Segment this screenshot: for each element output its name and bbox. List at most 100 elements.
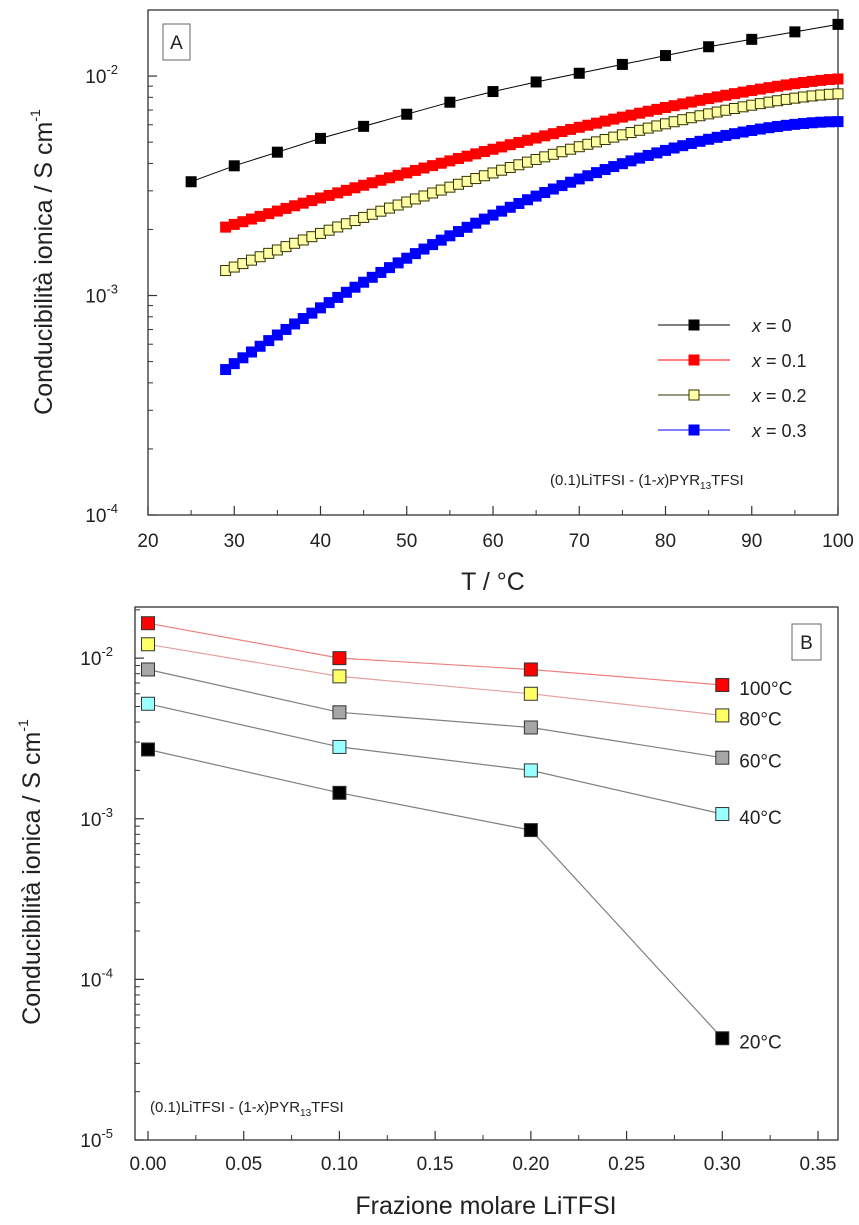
b-data-point — [141, 742, 155, 757]
a-data-point — [703, 41, 715, 53]
a-legend-var: x — [751, 421, 762, 441]
b-x-tick-label: 0.00 — [130, 1154, 167, 1175]
panel-a-series — [185, 18, 844, 376]
a-data-point — [254, 340, 266, 352]
a-data-point — [220, 364, 232, 376]
a-data-point — [660, 50, 671, 62]
b-series-line — [147, 643, 723, 716]
a-data-point — [832, 116, 844, 128]
annot-a-post: TFSI — [711, 472, 744, 489]
b-y-tick-base: 10 — [80, 1131, 101, 1152]
a-x-tick-label: 90 — [741, 531, 762, 552]
a-series-1 — [220, 73, 844, 233]
panel-a-y-ticks: 10-410-310-2 — [85, 9, 157, 527]
a-data-point — [832, 18, 844, 30]
panel-a-y-axis-title-main: Conducibilità ionica / S cm — [30, 122, 58, 415]
b-x-tick-label: 0.15 — [417, 1154, 454, 1175]
a-y-tick-base: 10 — [85, 506, 106, 527]
a-legend-label: x = 0.2 — [751, 386, 807, 406]
panel-b-letter-box — [791, 623, 822, 661]
a-legend-label: x = 0.1 — [751, 351, 807, 371]
a-y-tick-base: 10 — [85, 287, 106, 308]
b-data-point — [332, 705, 347, 720]
b-data-point — [141, 696, 155, 711]
panel-b-annotation: (0.1)LiTFSI - (1-x)PYR13TFSI — [150, 1099, 344, 1119]
annot-b-pre: (0.1)LiTFSI - (1- — [150, 1099, 257, 1116]
a-legend-marker — [688, 389, 700, 401]
a-data-point — [271, 146, 283, 158]
a-y-tick-exp: -4 — [106, 501, 118, 516]
a-y-tick-label: 10-4 — [85, 501, 118, 527]
b-data-point — [715, 807, 730, 822]
a-data-point — [237, 352, 249, 364]
a-data-point — [530, 76, 542, 88]
a-series-line — [190, 23, 839, 183]
a-data-point — [358, 120, 370, 132]
panel-b-y-axis-title-main: Conducibilità ionica / S cm — [18, 732, 46, 1025]
b-series-label: 40°C — [739, 808, 781, 829]
a-y-tick-base: 10 — [85, 67, 106, 88]
a-data-point — [315, 132, 326, 144]
a-data-point — [401, 108, 413, 120]
b-series-3: 40°C — [141, 696, 782, 829]
a-y-tick-label: 10-2 — [85, 62, 118, 88]
a-x-tick-label: 70 — [569, 531, 590, 552]
b-series-1: 80°C — [141, 637, 782, 730]
a-y-tick-exp: -3 — [106, 282, 118, 297]
a-legend-val: = 0 — [766, 316, 792, 336]
panel-a-letter-box — [162, 23, 191, 61]
b-data-point — [523, 720, 538, 735]
a-x-tick-label: 100 — [822, 531, 854, 552]
b-y-tick-exp: -4 — [101, 965, 113, 980]
b-series-line — [147, 622, 723, 686]
panel-a-legend: x = 0x = 0.1x = 0.2x = 0.3 — [658, 316, 807, 441]
a-series-0 — [185, 18, 844, 188]
a-legend-marker — [688, 354, 700, 366]
b-y-tick-exp: -3 — [101, 805, 113, 820]
a-data-point — [228, 358, 240, 370]
b-series-2: 60°C — [141, 662, 782, 773]
b-data-point — [332, 785, 347, 800]
b-y-tick-exp: -2 — [101, 644, 113, 659]
panel-a-letter: A — [170, 33, 183, 54]
panel-b: 10-510-410-310-2 0.00 0.05 0.10 0.15 0.20 0.2… — [15, 606, 839, 1220]
a-legend-var: x — [751, 351, 762, 371]
a-data-point — [573, 67, 585, 79]
b-series-0: 100°C — [141, 616, 792, 700]
a-x-tick-label: 80 — [655, 531, 676, 552]
a-legend-marker — [688, 424, 700, 436]
a-data-point — [789, 26, 801, 38]
b-data-point — [523, 763, 538, 778]
b-data-point — [141, 662, 155, 677]
b-y-tick-exp: -5 — [101, 1126, 113, 1141]
a-data-point — [263, 335, 275, 347]
b-x-tick-label: 0.35 — [800, 1154, 837, 1175]
annot-a-x: x — [656, 472, 665, 489]
a-data-point — [616, 58, 628, 70]
b-x-tick-label: 0.25 — [608, 1154, 645, 1175]
b-y-tick-base: 10 — [80, 970, 101, 991]
a-legend-var: x — [751, 386, 762, 406]
a-series-line — [225, 93, 839, 271]
a-series-2 — [220, 88, 844, 277]
b-y-tick-label: 10-4 — [80, 965, 113, 991]
b-x-tick-label: 0.20 — [512, 1154, 549, 1175]
annot-a-mid: )PYR — [664, 472, 700, 489]
annot-a-sub: 13 — [700, 481, 712, 492]
panel-a-annotation: (0.1)LiTFSI - (1-x)PYR13TFSI — [550, 472, 744, 492]
panel-a-x-axis-title: T / °C — [461, 568, 525, 596]
annot-b-post: TFSI — [311, 1099, 344, 1116]
a-y-tick-exp: -2 — [106, 62, 118, 77]
a-legend-val: = 0.3 — [766, 421, 807, 441]
a-data-point — [444, 96, 456, 108]
b-data-point — [332, 669, 347, 684]
b-y-tick-base: 10 — [80, 649, 101, 670]
a-legend-val: = 0.2 — [766, 386, 807, 406]
a-y-tick-label: 10-3 — [85, 282, 118, 308]
a-data-point — [271, 329, 283, 341]
a-legend-marker — [688, 319, 700, 331]
b-series-label: 100°C — [739, 679, 792, 700]
b-y-tick-label: 10-2 — [80, 644, 113, 670]
b-y-tick-base: 10 — [80, 810, 101, 831]
b-y-tick-label: 10-5 — [80, 1126, 113, 1152]
